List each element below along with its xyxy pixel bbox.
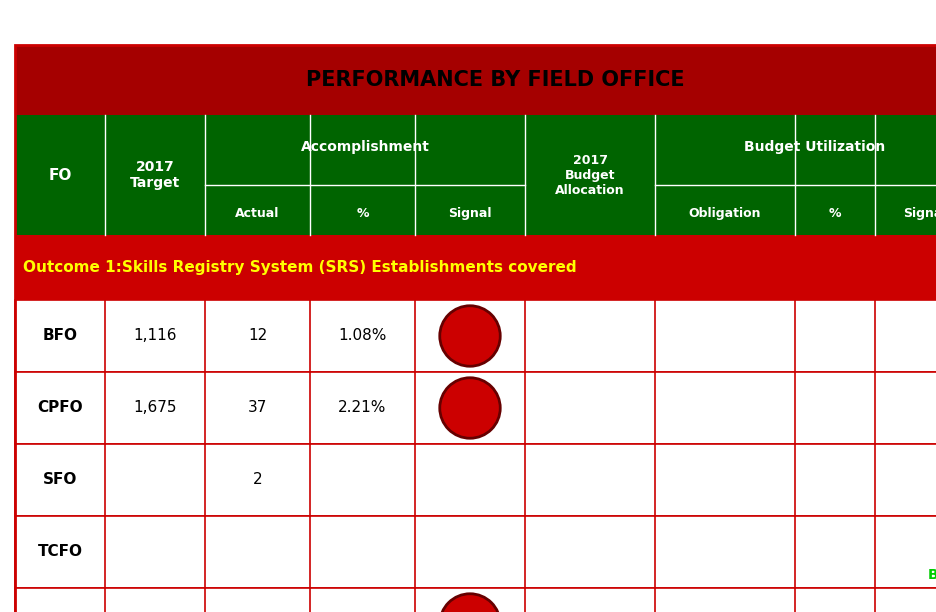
Text: TCFO: TCFO: [37, 545, 82, 559]
Text: 2017
Target: 2017 Target: [130, 160, 180, 190]
Text: Signal: Signal: [448, 207, 491, 220]
Text: Obligation: Obligation: [689, 207, 761, 220]
Text: %: %: [357, 207, 369, 220]
Text: Actual: Actual: [235, 207, 280, 220]
Bar: [15, 588, 936, 612]
Bar: [15, 45, 936, 115]
Text: FO: FO: [49, 168, 72, 182]
Text: 1,675: 1,675: [133, 400, 177, 416]
Text: CPFO: CPFO: [37, 400, 82, 416]
Bar: [15, 516, 936, 588]
Text: 1.08%: 1.08%: [338, 329, 387, 343]
Text: 12: 12: [248, 329, 267, 343]
Text: 37: 37: [248, 400, 267, 416]
Text: SFO: SFO: [43, 472, 77, 488]
Bar: [15, 235, 936, 300]
Ellipse shape: [440, 378, 500, 438]
Text: 1,116: 1,116: [133, 329, 177, 343]
Ellipse shape: [440, 306, 500, 366]
Text: 2.21%: 2.21%: [338, 400, 387, 416]
Text: Signal: Signal: [903, 207, 936, 220]
Text: Budget Utilization: Budget Utilization: [744, 140, 885, 154]
Text: Accomplishment: Accomplishment: [300, 140, 430, 154]
Text: 2: 2: [253, 472, 262, 488]
Text: %: %: [828, 207, 841, 220]
Bar: [15, 372, 936, 444]
Text: 2017
Budget
Allocation: 2017 Budget Allocation: [555, 154, 625, 196]
Bar: [15, 115, 936, 235]
Text: Outcome 1:Skills Registry System (SRS) Establishments covered: Outcome 1:Skills Registry System (SRS) E…: [23, 260, 577, 275]
Ellipse shape: [440, 594, 500, 612]
Bar: [15, 444, 936, 516]
Text: PERFORMANCE BY FIELD OFFICE: PERFORMANCE BY FIELD OFFICE: [306, 70, 684, 90]
Text: BFO: BFO: [42, 329, 78, 343]
Bar: [15, 300, 936, 372]
Text: BACK: BACK: [928, 568, 936, 582]
